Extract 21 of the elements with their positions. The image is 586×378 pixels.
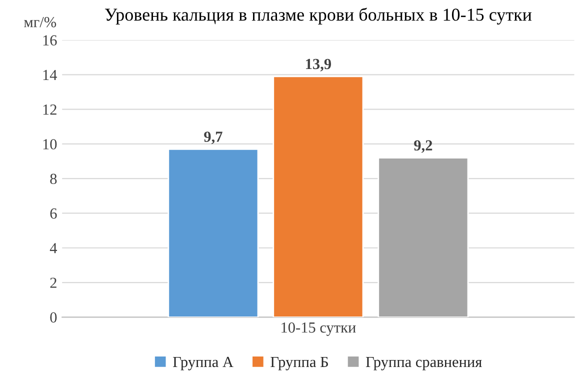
- bar: [378, 157, 469, 318]
- y-tick-label: 10: [43, 139, 57, 150]
- data-label: 9,2: [414, 140, 432, 153]
- x-tick-label: 10-15 сутки: [282, 322, 356, 336]
- chart-title: Уровень кальция в плазме крови больных в 10-15 сутки: [104, 8, 532, 25]
- legend-label: Группа сравнения: [366, 356, 482, 370]
- legend-label: Группа А: [173, 356, 234, 370]
- bar: [272, 76, 364, 318]
- data-label: 13,9: [306, 58, 332, 72]
- legend-label: Группа Б: [270, 356, 328, 370]
- y-axis-title: мг/%: [24, 16, 56, 28]
- y-tick-label: 8: [50, 174, 57, 184]
- bar: [168, 148, 259, 318]
- y-tick-label: 0: [50, 312, 57, 323]
- data-label: 9,7: [204, 132, 222, 144]
- y-tick-label: 14: [43, 70, 58, 80]
- y-tick-label: 2: [50, 278, 56, 288]
- y-tick-label: 4: [50, 243, 58, 254]
- y-tick-label: 12: [43, 104, 56, 115]
- y-tick-label: 16: [43, 35, 57, 46]
- y-tick-label: 6: [50, 208, 57, 219]
